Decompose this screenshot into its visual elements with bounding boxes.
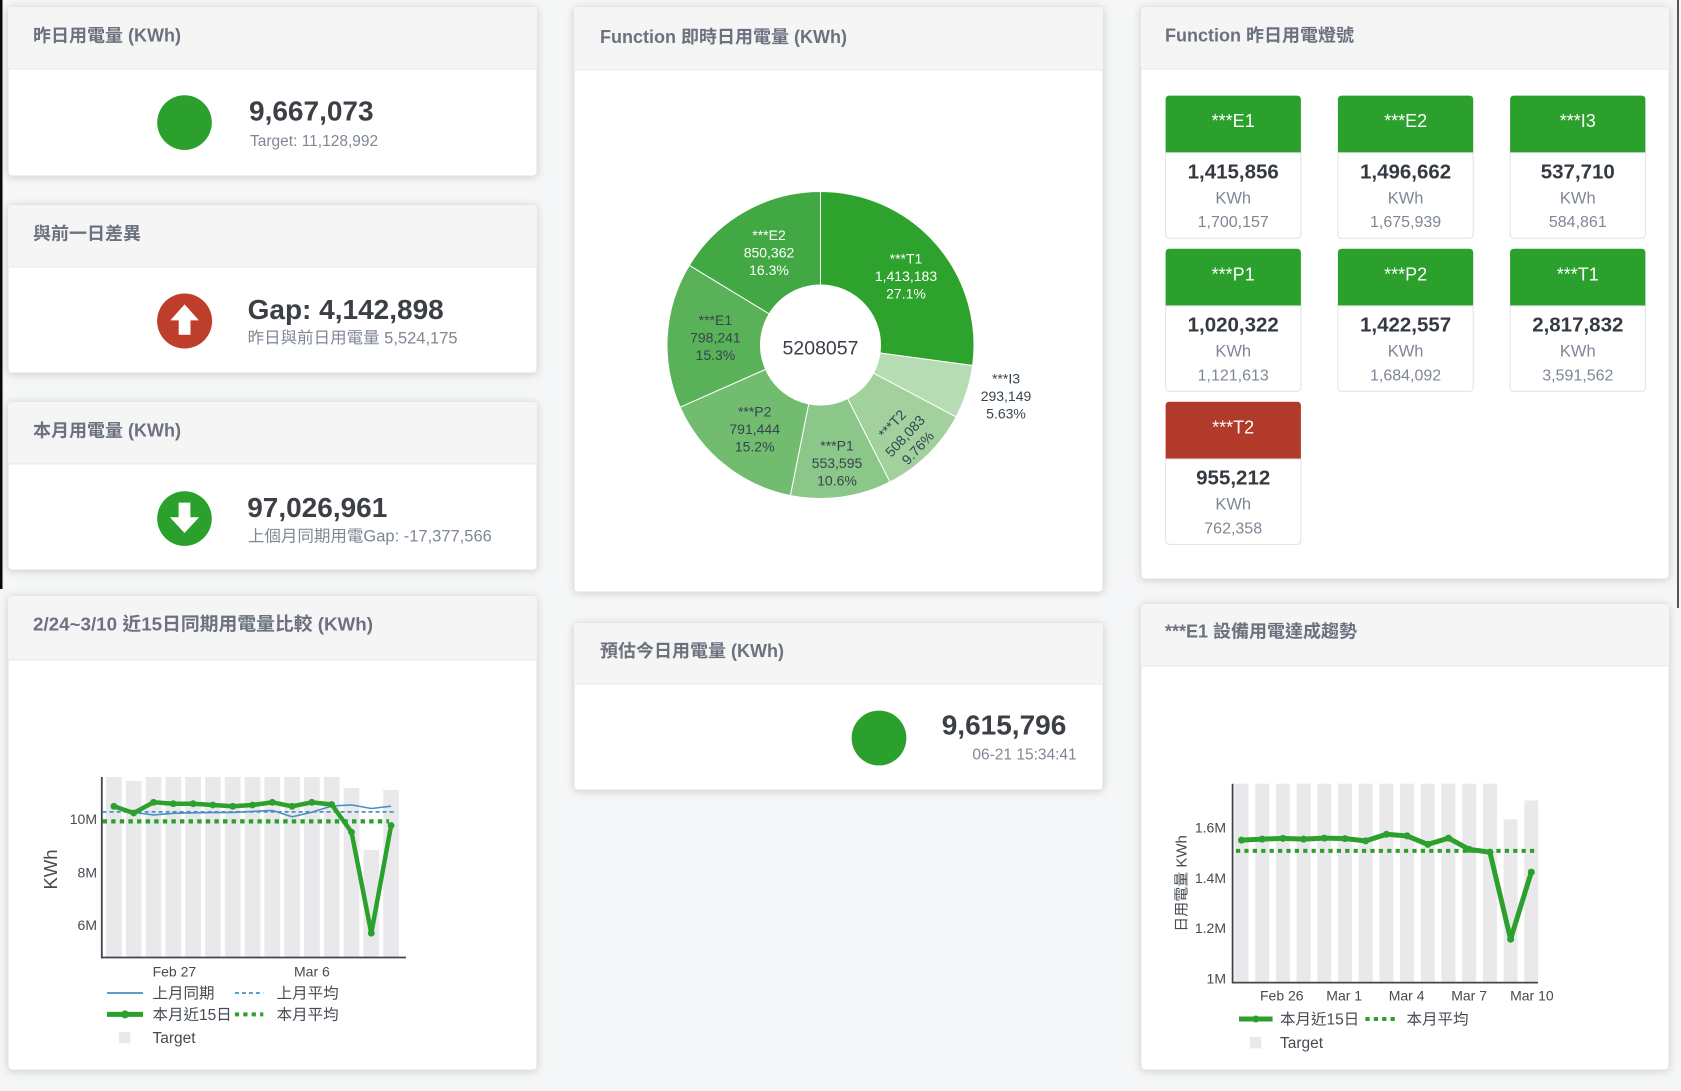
svg-text:1,675,939: 1,675,939 bbox=[1370, 214, 1441, 231]
svg-text:Mar 4: Mar 4 bbox=[1389, 988, 1425, 1004]
svg-text:Feb 27: Feb 27 bbox=[153, 964, 197, 980]
svg-text:15.2%: 15.2% bbox=[735, 439, 775, 455]
svg-text:KWh: KWh bbox=[40, 849, 61, 889]
svg-text:1,413,183: 1,413,183 bbox=[875, 268, 937, 284]
svg-text:6M: 6M bbox=[78, 917, 97, 933]
svg-text:8M: 8M bbox=[78, 864, 97, 880]
svg-text:Gap: 4,142,898: Gap: 4,142,898 bbox=[248, 294, 444, 325]
svg-text:***P2: ***P2 bbox=[1384, 264, 1427, 284]
svg-text:5,524,175: 5,524,175 bbox=[380, 329, 458, 347]
svg-text:2,817,832: 2,817,832 bbox=[1532, 314, 1623, 337]
svg-text:***E2: ***E2 bbox=[1384, 111, 1427, 131]
svg-text:KWh: KWh bbox=[1560, 189, 1596, 207]
svg-text:(KWh): (KWh) bbox=[123, 421, 181, 441]
svg-text:Function: Function bbox=[1165, 26, 1246, 46]
svg-text:KWh: KWh bbox=[1388, 343, 1424, 361]
svg-text:***I3: ***I3 bbox=[992, 370, 1020, 386]
svg-text:Mar 1: Mar 1 bbox=[1326, 988, 1362, 1004]
svg-text:553,595: 553,595 bbox=[812, 455, 863, 471]
svg-text:584,861: 584,861 bbox=[1549, 214, 1607, 231]
svg-text:Target: 11,128,992: Target: 11,128,992 bbox=[250, 133, 378, 150]
svg-text:***I3: ***I3 bbox=[1560, 111, 1596, 131]
svg-text:27.1%: 27.1% bbox=[886, 286, 926, 302]
svg-text:Mar 6: Mar 6 bbox=[294, 964, 330, 980]
svg-text:1.2M: 1.2M bbox=[1195, 920, 1226, 936]
svg-text:1,415,856: 1,415,856 bbox=[1188, 161, 1279, 184]
svg-text:1,020,322: 1,020,322 bbox=[1188, 314, 1279, 337]
svg-text:***T2: ***T2 bbox=[1212, 417, 1254, 437]
svg-text:KWh: KWh bbox=[1174, 835, 1191, 872]
svg-text:9,667,073: 9,667,073 bbox=[249, 96, 374, 127]
svg-text:Feb 26: Feb 26 bbox=[1260, 988, 1304, 1004]
svg-text:(KWh): (KWh) bbox=[789, 27, 847, 47]
svg-text:10.6%: 10.6% bbox=[817, 473, 857, 489]
svg-text:Target: Target bbox=[1280, 1035, 1324, 1052]
svg-text:***P1: ***P1 bbox=[820, 438, 854, 454]
svg-text:10M: 10M bbox=[70, 811, 97, 827]
svg-text:1M: 1M bbox=[1207, 970, 1226, 986]
svg-text:16.3%: 16.3% bbox=[749, 262, 789, 278]
svg-text:KWh: KWh bbox=[1215, 343, 1251, 361]
svg-text:***E2: ***E2 bbox=[752, 227, 786, 243]
svg-text:15.3%: 15.3% bbox=[696, 347, 736, 363]
svg-text:***T1: ***T1 bbox=[890, 251, 923, 267]
svg-text:***T1: ***T1 bbox=[1557, 264, 1599, 284]
svg-text:Mar 7: Mar 7 bbox=[1451, 988, 1487, 1004]
svg-text:1,700,157: 1,700,157 bbox=[1198, 214, 1269, 231]
svg-text:955,212: 955,212 bbox=[1196, 467, 1270, 490]
svg-text:1,422,557: 1,422,557 bbox=[1360, 314, 1451, 337]
svg-text:9,615,796: 9,615,796 bbox=[942, 710, 1067, 741]
svg-text:293,149: 293,149 bbox=[981, 388, 1032, 404]
svg-text:97,026,961: 97,026,961 bbox=[247, 492, 387, 523]
svg-text:15: 15 bbox=[141, 613, 162, 634]
svg-text:537,710: 537,710 bbox=[1541, 161, 1615, 184]
svg-text:(KWh): (KWh) bbox=[313, 613, 374, 634]
svg-text:***P2: ***P2 bbox=[738, 404, 772, 420]
svg-text:1,496,662: 1,496,662 bbox=[1360, 161, 1451, 184]
svg-text:3,591,562: 3,591,562 bbox=[1542, 367, 1613, 384]
svg-text:1,684,092: 1,684,092 bbox=[1370, 367, 1441, 384]
svg-text:1,121,613: 1,121,613 bbox=[1198, 367, 1269, 384]
svg-text:KWh: KWh bbox=[1215, 496, 1251, 514]
svg-text:2/24~3/10: 2/24~3/10 bbox=[33, 613, 122, 634]
svg-text:(KWh): (KWh) bbox=[726, 641, 784, 661]
svg-text:5.63%: 5.63% bbox=[986, 405, 1026, 421]
svg-text:(KWh): (KWh) bbox=[123, 26, 181, 46]
svg-text:1.4M: 1.4M bbox=[1195, 870, 1226, 886]
svg-text:Gap: -17,377,566: Gap: -17,377,566 bbox=[363, 528, 491, 546]
svg-text:791,444: 791,444 bbox=[729, 421, 780, 437]
svg-text:KWh: KWh bbox=[1560, 343, 1596, 361]
svg-text:762,358: 762,358 bbox=[1204, 520, 1262, 537]
svg-text:5208057: 5208057 bbox=[783, 338, 859, 360]
svg-text:06-21 15:34:41: 06-21 15:34:41 bbox=[972, 747, 1076, 764]
svg-text:Target: Target bbox=[153, 1030, 197, 1047]
svg-text:KWh: KWh bbox=[1215, 189, 1251, 207]
svg-text:15: 15 bbox=[199, 1007, 216, 1024]
svg-text:***P1: ***P1 bbox=[1212, 264, 1255, 284]
svg-text:1.6M: 1.6M bbox=[1195, 820, 1226, 836]
svg-text:Mar 10: Mar 10 bbox=[1510, 988, 1554, 1004]
svg-text:***E1: ***E1 bbox=[1212, 111, 1255, 131]
svg-text:***E1: ***E1 bbox=[699, 312, 733, 328]
svg-text:850,362: 850,362 bbox=[744, 244, 795, 260]
svg-text:798,241: 798,241 bbox=[690, 330, 741, 346]
svg-text:KWh: KWh bbox=[1388, 189, 1424, 207]
svg-text:***E1: ***E1 bbox=[1165, 622, 1213, 642]
svg-text:15: 15 bbox=[1327, 1012, 1344, 1029]
svg-text:Function: Function bbox=[600, 27, 681, 47]
